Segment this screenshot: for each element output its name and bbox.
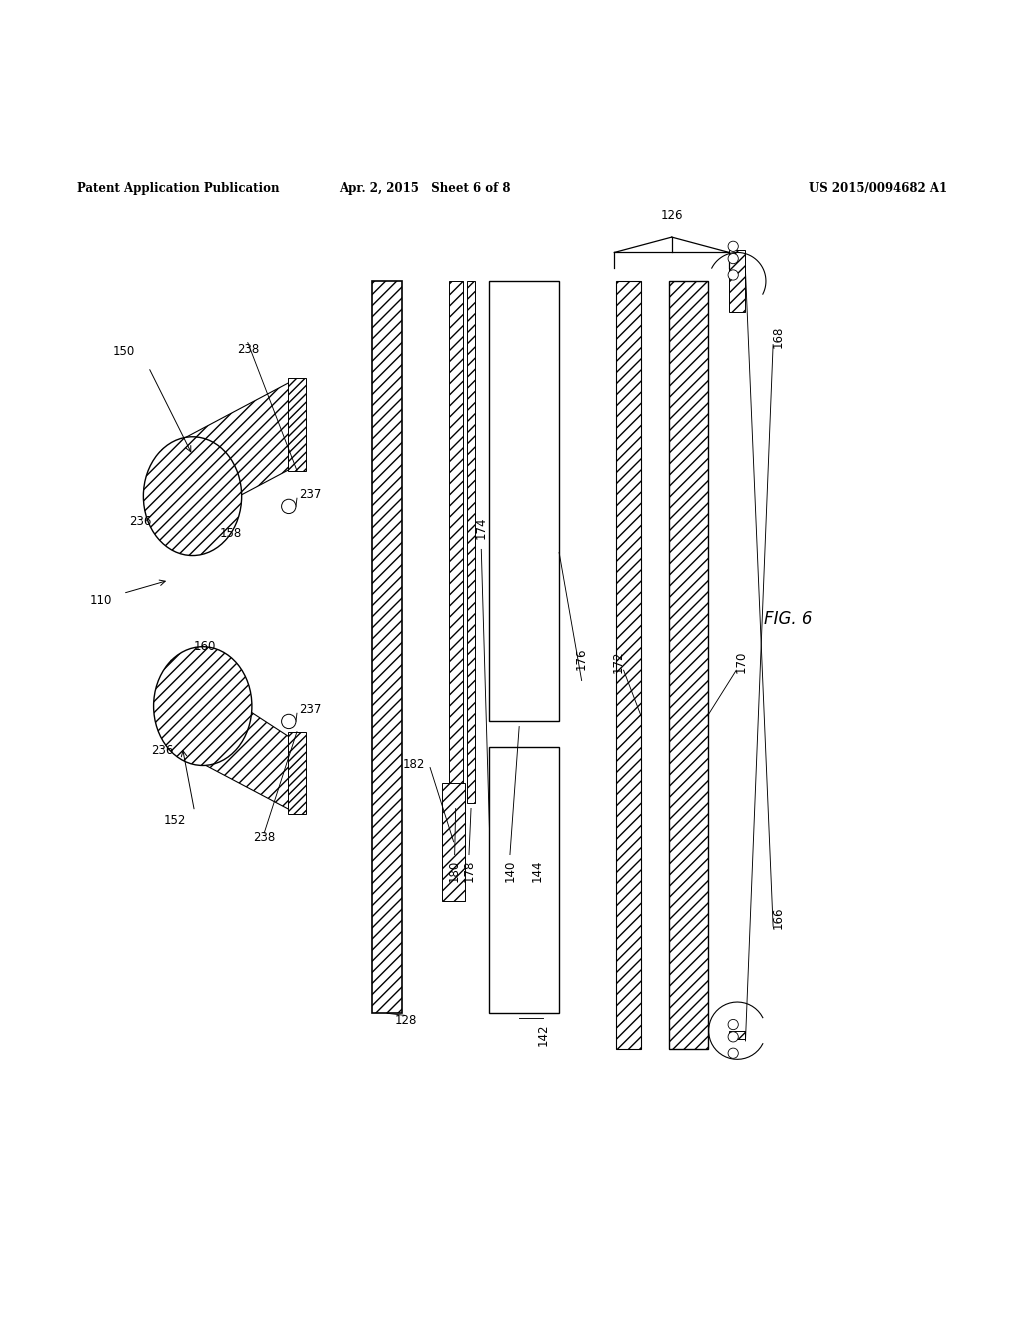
Text: 238: 238 (253, 832, 275, 845)
Text: 236: 236 (152, 744, 174, 758)
Text: 110: 110 (90, 594, 113, 607)
Bar (442, 783, 465, 900)
Bar (489, 747, 559, 1014)
Circle shape (728, 269, 738, 280)
Text: 236: 236 (129, 515, 152, 528)
Text: 144: 144 (531, 859, 544, 882)
Bar (729, 251, 745, 312)
Ellipse shape (143, 437, 242, 556)
Bar (669, 281, 708, 1049)
Text: 182: 182 (402, 758, 425, 771)
Text: Apr. 2, 2015   Sheet 6 of 8: Apr. 2, 2015 Sheet 6 of 8 (339, 182, 511, 195)
Bar (372, 281, 402, 1014)
Text: Patent Application Publication: Patent Application Publication (77, 182, 280, 195)
Text: 158: 158 (220, 527, 243, 540)
Text: 168: 168 (772, 325, 784, 347)
Ellipse shape (154, 647, 252, 766)
Text: 178: 178 (463, 859, 475, 882)
Text: 142: 142 (537, 1023, 549, 1045)
Text: 176: 176 (575, 648, 588, 671)
Text: 174: 174 (475, 516, 487, 539)
Text: 150: 150 (113, 345, 135, 358)
Text: 237: 237 (299, 488, 322, 502)
Circle shape (728, 1048, 738, 1059)
Text: 170: 170 (735, 651, 748, 673)
Text: FIG. 6: FIG. 6 (764, 610, 813, 628)
Bar (449, 281, 463, 804)
Bar (467, 281, 475, 804)
Text: 166: 166 (772, 907, 784, 929)
Bar (288, 379, 306, 470)
Circle shape (728, 253, 738, 264)
Bar (729, 1031, 745, 1039)
Text: 237: 237 (299, 704, 322, 717)
Circle shape (282, 499, 296, 513)
Polygon shape (171, 660, 297, 813)
Text: 180: 180 (449, 859, 461, 882)
Bar (616, 281, 641, 1049)
Circle shape (728, 242, 738, 251)
Circle shape (728, 1019, 738, 1030)
Circle shape (728, 1032, 738, 1041)
Text: 238: 238 (237, 343, 259, 356)
Text: 140: 140 (504, 859, 516, 882)
Circle shape (282, 714, 296, 729)
Text: 160: 160 (194, 640, 216, 653)
Text: 128: 128 (394, 1014, 417, 1027)
Text: 172: 172 (612, 651, 625, 673)
Polygon shape (162, 379, 297, 537)
Bar (288, 731, 306, 813)
Bar (489, 281, 559, 722)
Text: 126: 126 (660, 209, 683, 222)
Text: 152: 152 (164, 814, 186, 826)
Text: US 2015/0094682 A1: US 2015/0094682 A1 (809, 182, 947, 195)
